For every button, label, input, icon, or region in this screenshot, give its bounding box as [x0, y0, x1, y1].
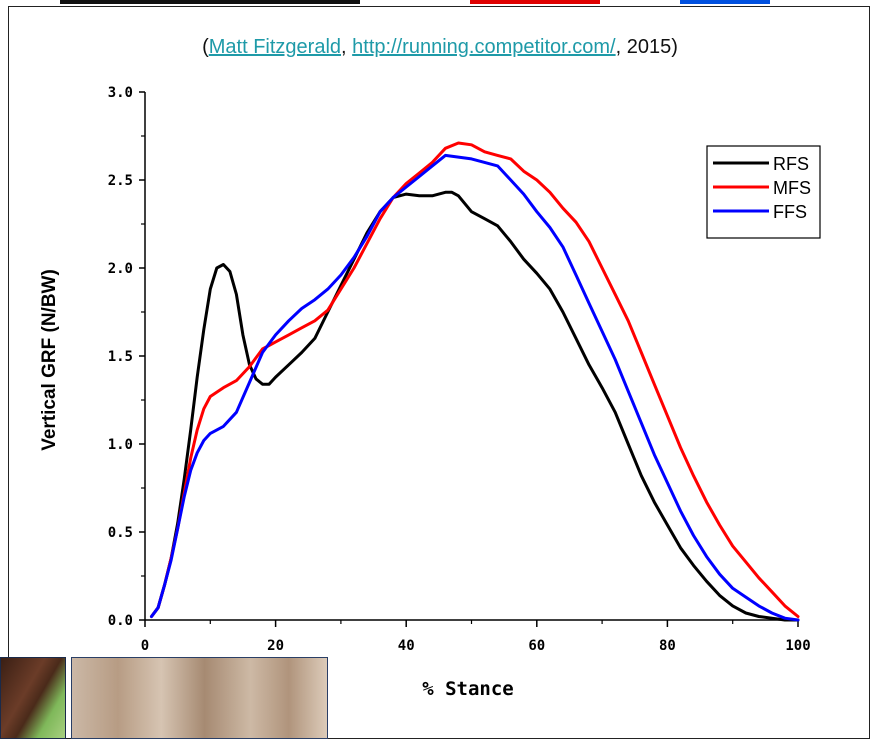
legend-box	[706, 145, 821, 239]
x-axis-label: % Stance	[422, 678, 514, 700]
x-tick-label: 80	[659, 638, 676, 654]
x-tick-label: 0	[141, 638, 149, 654]
y-tick-label: 3.0	[108, 85, 133, 101]
citation-open-paren: (	[202, 36, 209, 58]
citation: (Matt Fitzgerald, http://running.competi…	[0, 36, 880, 59]
photo-left-thumbnail	[0, 657, 66, 739]
citation-author-link[interactable]: Matt Fitzgerald	[208, 36, 342, 58]
series-line-rfs	[150, 190, 800, 622]
y-tick-label: 1.0	[108, 437, 133, 453]
top-title-strip	[0, 0, 880, 6]
y-axis-label: Vertical GRF (N/BW)	[39, 269, 60, 451]
top-strip-dark-segment	[60, 0, 360, 4]
top-strip-red-segment	[470, 0, 600, 4]
chart-legend: RFS MFS FFS	[706, 145, 821, 239]
x-tick-label: 60	[528, 638, 545, 654]
citation-year: 2015	[626, 36, 672, 58]
x-tick-label: 100	[785, 638, 810, 654]
citation-sep-2: ,	[615, 36, 627, 58]
legend-label-ffs: FFS	[773, 202, 807, 222]
series-line-ffs	[150, 153, 800, 622]
x-tick-label: 20	[267, 638, 284, 654]
y-tick-label: 1.5	[108, 349, 133, 365]
citation-sep-1: ,	[341, 36, 353, 58]
y-tick-label: 2.0	[108, 261, 133, 277]
series-line-mfs	[150, 141, 800, 618]
citation-close-paren: )	[671, 36, 678, 58]
y-tick-label: 0.0	[108, 613, 133, 629]
legend-label-mfs: MFS	[773, 178, 811, 198]
chart-axes: 0 20 40 60 80 100 0.0 0.5 1.0 1.5 2.0 2.5 3.0	[108, 85, 811, 654]
photo-right-thumbnail	[71, 657, 328, 739]
legend-label-rfs: RFS	[773, 154, 809, 174]
top-strip-blue-segment	[680, 0, 770, 4]
y-tick-label: 0.5	[108, 525, 133, 541]
y-tick-label: 2.5	[108, 173, 133, 189]
x-tick-label: 40	[398, 638, 415, 654]
citation-url-link[interactable]: http://running.competitor.com/	[352, 36, 616, 58]
chart-series-layer	[150, 141, 800, 622]
